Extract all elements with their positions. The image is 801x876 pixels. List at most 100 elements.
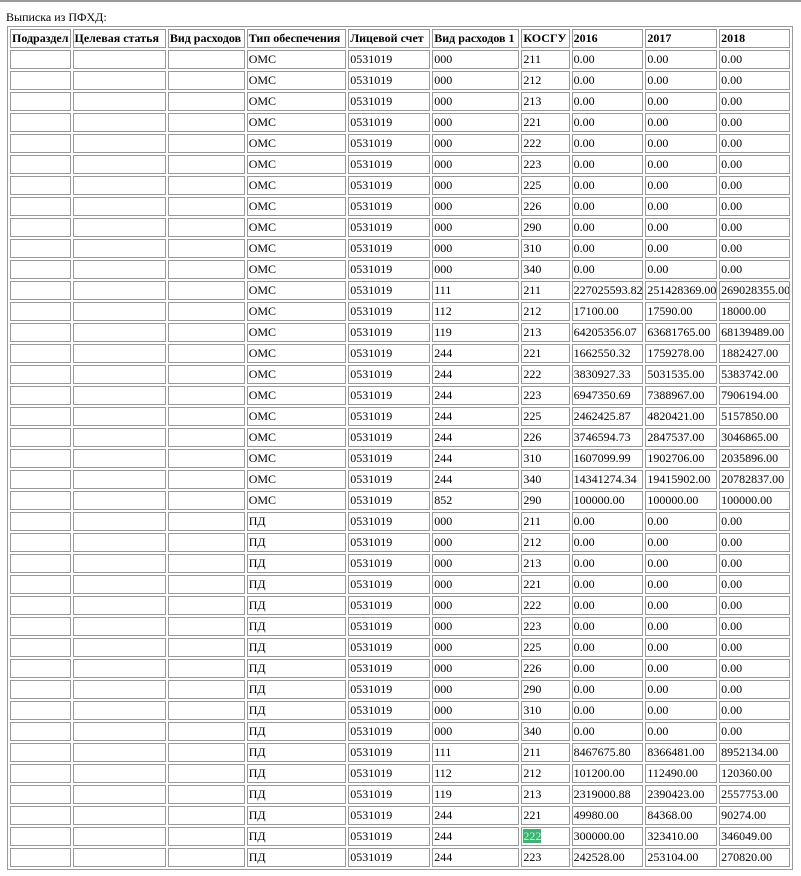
- empty-cell: [167, 806, 245, 825]
- empty-cell: [167, 764, 245, 783]
- header-cell: 2018: [719, 29, 790, 48]
- table-row: ПД 0531019 244 221 49980.00 84368.00 90274.00: [10, 806, 790, 825]
- table-cell: 0.00: [719, 218, 790, 237]
- table-cell: 253104.00: [645, 848, 718, 867]
- table-row: ОМС 0531019 000 226 0.00 0.00 0.00: [10, 197, 790, 216]
- table-cell: 0.00: [571, 134, 644, 153]
- table-cell: ПД: [246, 848, 347, 867]
- table-cell: ОМС: [246, 239, 347, 258]
- empty-cell: [10, 596, 71, 615]
- table-row: ОМС 0531019 000 212 0.00 0.00 0.00: [10, 71, 790, 90]
- table-cell: 0.00: [645, 113, 718, 132]
- empty-cell: [72, 680, 166, 699]
- table-cell: ОМС: [246, 365, 347, 384]
- table-cell: 0531019: [348, 785, 431, 804]
- header-cell: КОСГУ: [521, 29, 570, 48]
- table-cell: 0.00: [719, 554, 790, 573]
- table-cell: 112490.00: [645, 764, 718, 783]
- table-cell: 211: [521, 281, 570, 300]
- table-cell: 0.00: [645, 575, 718, 594]
- empty-cell: [72, 134, 166, 153]
- table-cell: 119: [432, 785, 520, 804]
- table-cell: 5157850.00: [719, 407, 790, 426]
- empty-cell: [167, 827, 245, 846]
- empty-cell: [167, 596, 245, 615]
- empty-cell: [167, 722, 245, 741]
- table-cell: 0531019: [348, 806, 431, 825]
- table-cell: 000: [432, 680, 520, 699]
- table-cell: 244: [432, 407, 520, 426]
- table-cell: ОМС: [246, 470, 347, 489]
- table-cell: 000: [432, 197, 520, 216]
- empty-cell: [72, 512, 166, 531]
- table-cell: 211: [521, 512, 570, 531]
- table-cell: 0531019: [348, 554, 431, 573]
- table-cell: 000: [432, 218, 520, 237]
- table-row: ОМС 0531019 112 212 17100.00 17590.00 18000.00: [10, 302, 790, 321]
- table-cell: ОМС: [246, 428, 347, 447]
- table-cell: 000: [432, 512, 520, 531]
- table-cell: 340: [521, 470, 570, 489]
- table-cell: 120360.00: [719, 764, 790, 783]
- table-cell: 212: [521, 533, 570, 552]
- table-cell: ПД: [246, 722, 347, 741]
- empty-cell: [10, 407, 71, 426]
- table-cell: 0531019: [348, 680, 431, 699]
- table-cell: 0531019: [348, 260, 431, 279]
- table-cell: 000: [432, 71, 520, 90]
- empty-cell: [167, 491, 245, 510]
- table-row: ОМС 0531019 119 213 64205356.07 63681765.00 68…: [10, 323, 790, 342]
- table-cell: 0531019: [348, 302, 431, 321]
- empty-cell: [72, 386, 166, 405]
- table-cell: ПД: [246, 638, 347, 657]
- table-cell: 0.00: [645, 722, 718, 741]
- table-cell: 222: [521, 365, 570, 384]
- table-cell: 0531019: [348, 596, 431, 615]
- table-cell: 223: [521, 386, 570, 405]
- empty-cell: [167, 848, 245, 867]
- empty-cell: [167, 659, 245, 678]
- empty-cell: [167, 617, 245, 636]
- table-cell: 213: [521, 554, 570, 573]
- table-cell: 0.00: [719, 239, 790, 258]
- table-cell: 211: [521, 50, 570, 69]
- table-cell: 0531019: [348, 176, 431, 195]
- table-cell: 63681765.00: [645, 323, 718, 342]
- table-cell: 000: [432, 260, 520, 279]
- table-cell: 0531019: [348, 71, 431, 90]
- table-cell: 0.00: [645, 596, 718, 615]
- table-cell: 0.00: [719, 638, 790, 657]
- empty-cell: [72, 575, 166, 594]
- empty-cell: [167, 50, 245, 69]
- table-cell: 0.00: [571, 113, 644, 132]
- table-cell: 0.00: [719, 659, 790, 678]
- table-cell: 0531019: [348, 281, 431, 300]
- table-cell: 0.00: [719, 113, 790, 132]
- table-row: ПД 0531019 000 221 0.00 0.00 0.00: [10, 575, 790, 594]
- table-cell: 0531019: [348, 92, 431, 111]
- table-cell: 68139489.00: [719, 323, 790, 342]
- table-row: ОМС 0531019 244 310 1607099.99 1902706.00 2035…: [10, 449, 790, 468]
- empty-cell: [10, 176, 71, 195]
- table-cell: 223: [521, 617, 570, 636]
- table-cell: 244: [432, 848, 520, 867]
- table-cell: 0.00: [571, 218, 644, 237]
- table-row: ОМС 0531019 000 225 0.00 0.00 0.00: [10, 176, 790, 195]
- empty-cell: [72, 218, 166, 237]
- table-row: ОМС 0531019 244 225 2462425.87 4820421.00 5157…: [10, 407, 790, 426]
- table-row: ОМС 0531019 000 310 0.00 0.00 0.00: [10, 239, 790, 258]
- table-cell: 290: [521, 491, 570, 510]
- header-cell: Целевая статья: [72, 29, 166, 48]
- table-cell: 0.00: [719, 701, 790, 720]
- table-cell: ОМС: [246, 176, 347, 195]
- table-row: ОМС 0531019 000 222 0.00 0.00 0.00: [10, 134, 790, 153]
- table-cell: 0.00: [719, 722, 790, 741]
- table-cell: 1607099.99: [571, 449, 644, 468]
- header-cell: Тип обеспечения: [246, 29, 347, 48]
- empty-cell: [167, 197, 245, 216]
- table-row: ПД 0531019 119 213 2319000.88 2390423.00 25577…: [10, 785, 790, 804]
- empty-cell: [10, 764, 71, 783]
- table-cell: 000: [432, 575, 520, 594]
- table-cell: 0531019: [348, 575, 431, 594]
- table-cell: 0531019: [348, 239, 431, 258]
